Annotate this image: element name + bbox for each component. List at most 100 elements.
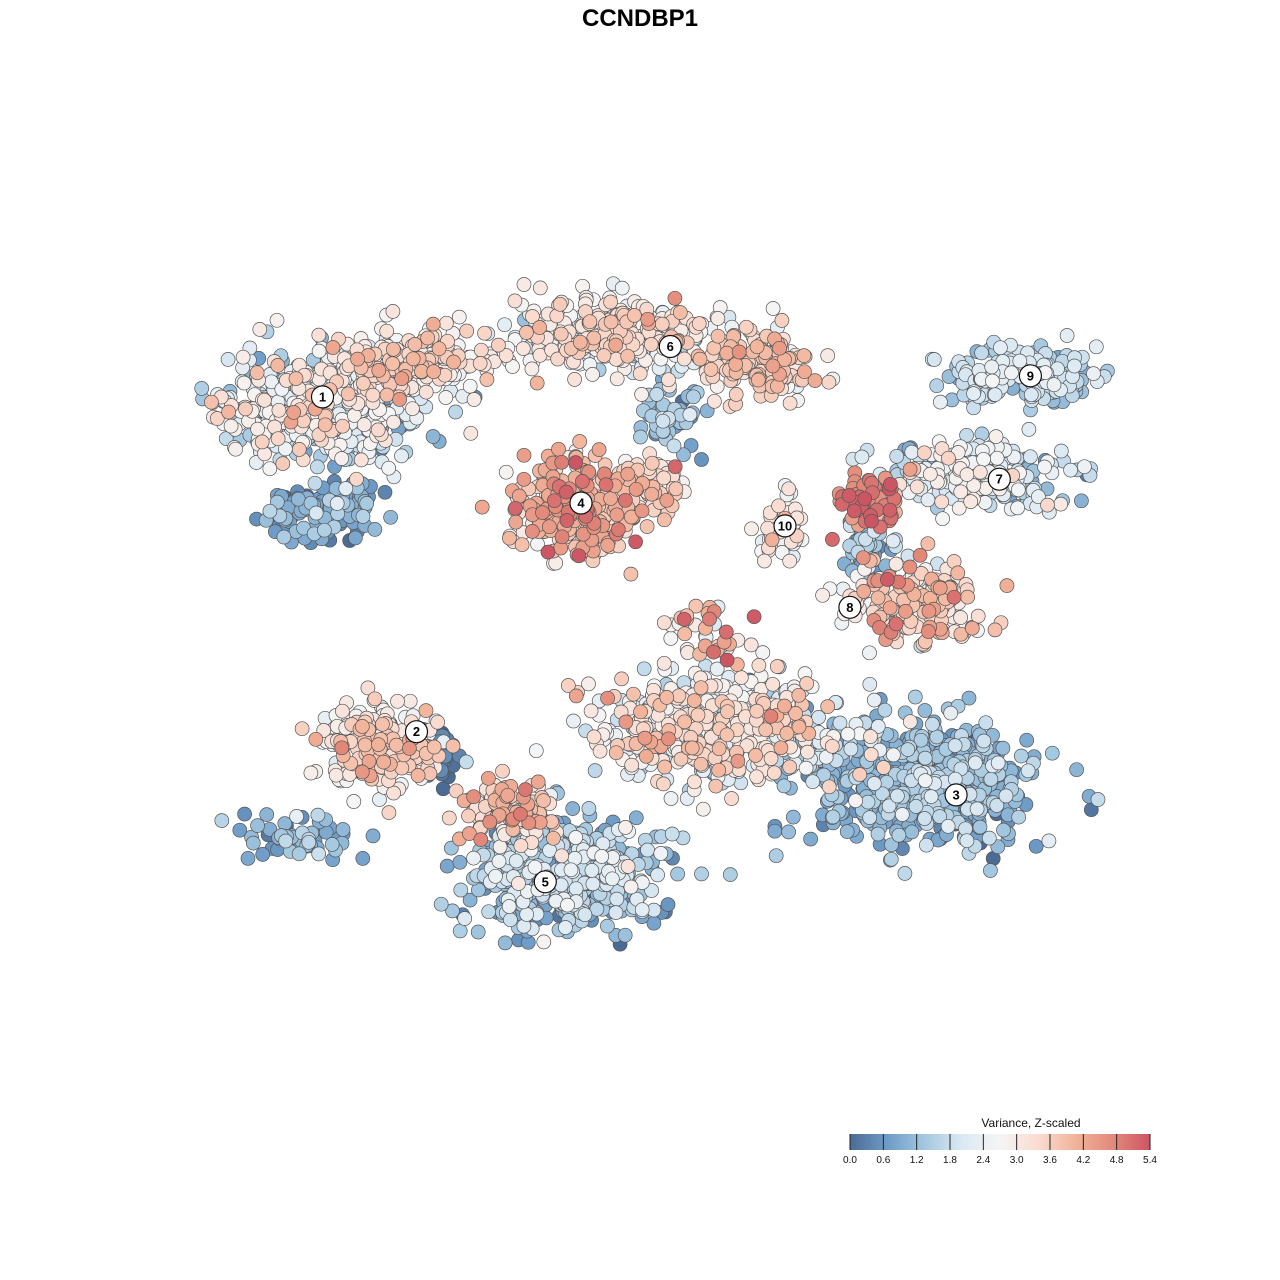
cell-point [335,418,350,434]
cell-point [983,771,999,787]
cell-point [866,692,882,708]
cell-point [864,513,879,529]
cell-point [904,444,920,460]
cell-point [638,748,654,764]
cell-point [355,851,371,866]
cell-point [452,854,468,870]
cell-point [250,421,265,437]
cell-point [610,522,626,537]
cell-point [781,824,796,840]
cell-point [902,714,918,730]
cluster-label-7: 7 [987,467,1011,491]
cell-point [317,417,333,433]
cell-point [618,492,633,508]
cell-point [940,818,956,834]
cell-point [532,280,548,296]
cell-point [491,853,507,869]
cell-point [596,348,612,363]
cell-point [425,429,441,444]
cell-point [782,395,798,411]
cell-point [632,366,648,381]
cell-point [1020,763,1036,779]
cell-point [603,491,618,506]
cell-point [782,759,798,775]
cell-point [694,452,709,467]
cell-point [908,799,924,814]
cell-point [925,716,940,732]
cell-point [634,503,650,519]
cell-point [746,609,762,625]
cluster-label-text: 9 [1027,368,1034,383]
cell-point [462,892,478,908]
cell-point [763,708,779,724]
cell-point [720,704,735,720]
cell-point [799,676,815,691]
legend-tick-label: 1.2 [910,1155,924,1166]
cell-point [585,876,601,892]
legend-tick-label: 5.4 [1143,1155,1157,1166]
legend-tick-label: 0.0 [843,1155,857,1166]
cell-point [722,867,738,882]
cell-point [270,358,286,373]
cell-point [972,464,988,480]
cell-point [841,488,857,503]
cell-point [257,446,272,462]
cell-point [815,587,830,603]
cell-point [921,603,937,619]
cell-point [291,846,307,862]
cell-point [765,358,781,374]
cell-point [552,296,568,312]
legend-tick-label: 0.6 [876,1155,890,1166]
cell-point [676,611,692,627]
cell-point [482,814,498,830]
cell-point [655,413,671,429]
cell-point [791,719,807,735]
cell-point [536,934,552,950]
cell-point [650,867,665,883]
cell-point [934,494,950,510]
cell-point [335,703,350,719]
cell-point [984,359,1000,375]
cell-point [600,537,616,553]
cell-point [876,760,891,775]
cell-point [357,737,373,753]
cell-point [661,731,676,747]
cell-point [385,356,400,371]
cell-point [603,294,618,310]
cell-point [513,838,529,854]
cell-point [686,389,701,405]
cell-point [656,655,672,671]
cell-point [710,311,726,326]
cell-point [730,753,746,769]
cell-point [435,781,451,797]
cell-point [774,313,790,328]
cell-point [508,500,523,516]
cell-point [507,293,523,309]
cell-point [371,737,386,752]
cell-point [1090,792,1106,807]
cell-point [542,519,557,535]
cell-point [350,351,365,367]
cluster-label-text: 3 [952,787,959,802]
cell-point [508,514,524,530]
cell-point [473,832,489,847]
cell-point [805,774,821,790]
cell-point [988,429,1004,444]
cell-point [524,361,540,377]
cell-point [912,547,928,563]
cell-point [238,401,253,417]
cell-point [634,902,650,918]
cell-point [768,848,784,864]
cell-point [367,522,383,537]
cell-point [628,810,644,826]
cell-point [308,731,324,747]
cell-point [633,704,648,720]
cell-point [600,690,615,706]
cell-point [733,670,749,685]
cell-point [466,789,481,805]
cell-point [474,499,490,515]
cluster-label-text: 4 [577,496,585,511]
cell-point [294,721,310,737]
cluster-label-10: 10 [773,514,797,538]
cell-point [825,809,841,825]
